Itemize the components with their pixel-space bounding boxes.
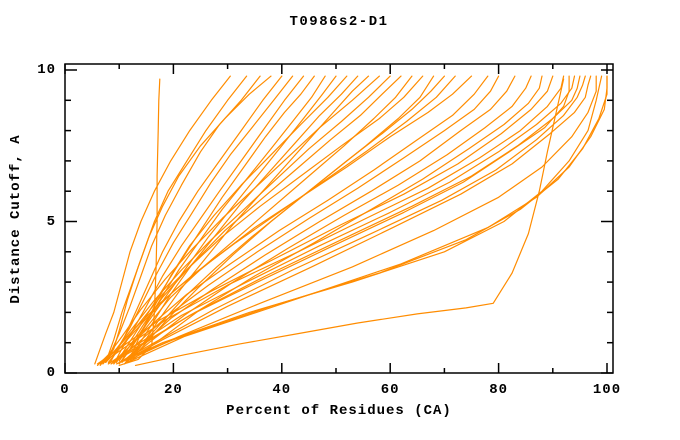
x-tick-label: 20 bbox=[163, 382, 183, 398]
x-tick-label: 80 bbox=[489, 382, 508, 398]
model-curve bbox=[107, 75, 576, 365]
y-axis-label: Distance Cutoff, A bbox=[8, 134, 24, 304]
model-curve bbox=[107, 75, 283, 365]
x-axis-label: Percent of Residues (CA) bbox=[226, 403, 452, 419]
model-curve bbox=[118, 78, 161, 366]
model-curve bbox=[94, 75, 231, 365]
model-curve bbox=[105, 75, 272, 363]
model-curve bbox=[99, 75, 456, 365]
model-curve bbox=[126, 75, 532, 362]
model-curve bbox=[102, 75, 565, 363]
model-curve bbox=[126, 75, 359, 363]
model-curve bbox=[118, 75, 424, 362]
model-curve bbox=[121, 75, 608, 362]
model-curve bbox=[115, 75, 603, 365]
y-tick-label: 0 bbox=[46, 365, 56, 381]
model-curve bbox=[123, 75, 592, 362]
model-curve bbox=[96, 75, 380, 366]
model-curve bbox=[96, 75, 554, 365]
y-tick-label: 5 bbox=[46, 213, 56, 230]
model-curve bbox=[129, 75, 370, 362]
model-curve bbox=[121, 75, 516, 363]
model-curve bbox=[105, 75, 473, 363]
model-curve bbox=[118, 75, 586, 363]
model-curve bbox=[115, 75, 315, 363]
x-tick-label: 40 bbox=[272, 382, 292, 398]
model-curve bbox=[110, 75, 294, 362]
x-tick-label: 0 bbox=[60, 382, 70, 398]
model-curve bbox=[118, 75, 326, 365]
model-curve bbox=[129, 75, 597, 360]
x-tick-label: 100 bbox=[592, 382, 622, 398]
y-tick-label: 10 bbox=[37, 62, 56, 78]
model-curve bbox=[115, 75, 500, 362]
model-curve bbox=[110, 75, 570, 365]
model-curve bbox=[102, 75, 391, 365]
chart-title: T0986s2-D1 bbox=[289, 14, 389, 30]
model-curve bbox=[129, 75, 445, 362]
x-tick-label: 60 bbox=[380, 382, 400, 398]
model-curve bbox=[132, 75, 543, 360]
model-curve bbox=[134, 78, 565, 366]
plot-frame bbox=[64, 63, 614, 374]
model-curve bbox=[126, 75, 608, 363]
